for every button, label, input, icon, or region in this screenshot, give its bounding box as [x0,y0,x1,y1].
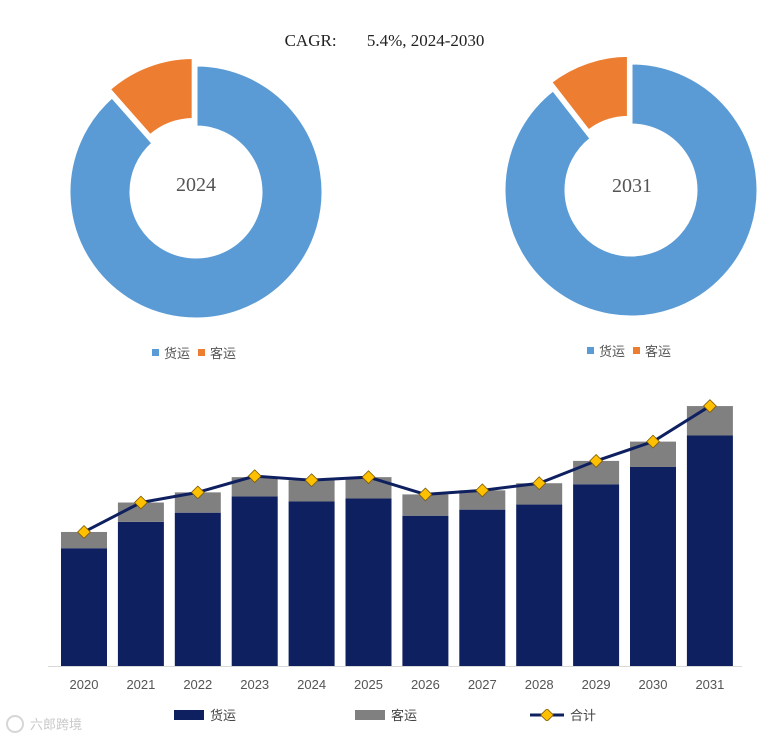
donut-slice-freight [67,63,325,321]
total-marker-2021 [133,495,148,510]
legend-label-freight: 货运 [599,344,626,359]
bar-freight-2021 [117,521,164,666]
bar-freight-2024 [288,501,335,666]
total-marker-2031 [702,399,717,413]
donut-legend-2024: 货运 客运 [152,343,244,362]
bar-passenger-2020 [61,531,107,549]
legend-item-freight: 货运 [174,705,236,724]
donut-slice-passenger [107,56,195,138]
legend-label-freight: 货运 [210,708,237,723]
bar-passenger-2023 [231,477,278,497]
bar-freight-2023 [231,496,278,666]
legend-swatch-passenger [198,349,206,356]
bar-freight-2027 [459,509,506,666]
cagr-label: CAGR: [284,31,337,50]
donut-center-label-2024: 2024 [176,174,216,196]
total-marker-2028 [532,476,547,491]
total-marker-2026 [418,487,433,502]
bar-freight-2029 [573,484,620,666]
total-marker-2030 [646,434,660,449]
x-tick-label-2020: 2020 [70,677,99,692]
x-tick-label-2028: 2028 [525,677,554,692]
legend-swatch-freight [174,709,204,720]
legend-swatch-total [530,708,564,721]
donut-legend-2031: 货运 客运 [587,341,679,360]
bar-freight-2022 [174,512,221,666]
bar-passenger-2026 [402,494,449,516]
bar-freight-2025 [345,498,392,666]
cagr-title: CAGR: 5.4%, 2024-2030 [0,31,769,51]
total-marker-2023 [247,469,262,484]
bar-freight-2020 [61,548,107,666]
legend-item-passenger: 客运 [355,705,417,724]
x-tick-label-2027: 2027 [468,677,497,692]
total-marker-2022 [190,485,205,500]
x-tick-label-2029: 2029 [582,677,611,692]
donut-chart-2031 [502,53,760,319]
donut-chart-2024 [67,56,325,321]
stacked-bar-chart: 2020 2021 2022 2023 2024 2025 2026 2027 2028 2029… [48,399,742,692]
bar-freight-2028 [516,504,563,666]
bar-passenger-2025 [345,477,392,499]
total-line [83,404,711,534]
x-tick-label-2025: 2025 [354,677,383,692]
donut-center-label-2031: 2031 [612,175,652,197]
watermark-text: 六郎跨境 [30,717,83,732]
x-tick-label-2031: 2031 [695,677,724,692]
x-tick-label-2022: 2022 [183,677,212,692]
bar-chart-legend: 货运 客运 合计 [0,705,769,725]
legend-item-total: 合计 [530,705,596,724]
donut-slice-freight [502,61,760,319]
x-tick-label-2030: 2030 [639,677,668,692]
legend-swatch-freight [587,347,594,354]
legend-swatch-passenger [633,347,641,354]
total-marker-2025 [361,470,376,485]
legend-swatch-passenger [355,709,385,720]
x-tick-label-2024: 2024 [297,677,326,692]
legend-label-total: 合计 [570,708,597,723]
bar-passenger-2028 [516,483,563,505]
cagr-value: 5.4%, 2024-2030 [366,31,485,50]
total-marker-2027 [475,483,490,498]
donut-slice-passenger [548,53,630,134]
total-marker-2020 [77,525,91,539]
legend-label-passenger: 客运 [645,344,672,359]
legend-label-freight: 货运 [164,346,191,361]
legend-label-passenger: 客运 [210,346,237,361]
legend-item-freight: 货运 [152,343,190,362]
legend-swatch-freight [152,349,159,356]
total-marker-2024 [304,473,319,488]
legend-label-passenger: 客运 [391,708,418,723]
legend-item-freight: 货运 [587,341,625,360]
x-tick-label-2026: 2026 [411,677,440,692]
x-tick-label-2021: 2021 [126,677,155,692]
total-marker-2029 [589,453,604,468]
watermark-logo-icon [6,714,24,733]
x-tick-label-2023: 2023 [240,677,269,692]
legend-item-passenger: 客运 [198,343,236,362]
watermark: 六郎跨境 [6,714,82,733]
bar-passenger-2022 [174,492,221,513]
bar-freight-2030 [630,466,676,666]
bar-freight-2031 [686,435,733,666]
bar-passenger-2024 [288,480,335,502]
bar-freight-2026 [402,515,449,666]
legend-item-passenger: 客运 [633,341,671,360]
bar-passenger-2027 [459,490,506,510]
